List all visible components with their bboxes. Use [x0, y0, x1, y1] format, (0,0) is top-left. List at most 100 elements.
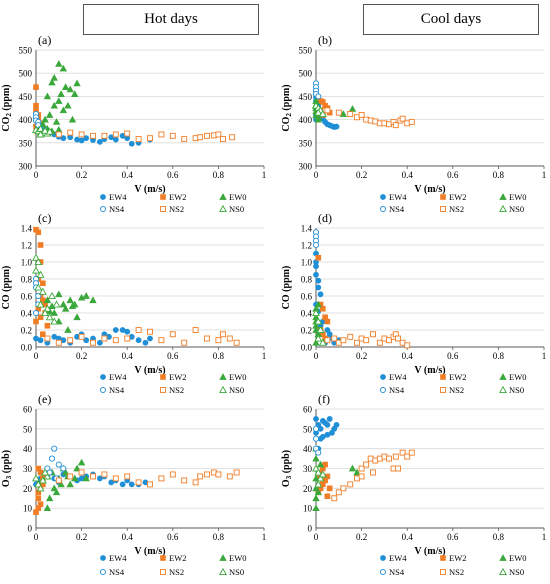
legend-label: EW4: [389, 372, 407, 382]
hot-days-header: Hot days: [83, 4, 259, 35]
data-point: [169, 132, 176, 139]
data-point: [312, 494, 320, 502]
data-point: [55, 131, 62, 138]
chart-panel-b: 300 350 400 450 500 550 0 0.2 0.4 0.6 0.8 1 (b) V (m/…: [281, 33, 546, 195]
data-point: [67, 337, 74, 344]
data-point: [324, 431, 331, 438]
y-tick-label: 300: [299, 162, 313, 172]
legend-marker: [499, 373, 507, 380]
x-tick-label: 0.2: [76, 351, 87, 361]
data-point: [314, 300, 322, 308]
chart-panel-a: 300 350 400 450 500 550 0 0.2 0.4 0.6 0.8 1 (a) V (m/…: [1, 33, 266, 195]
legend-label: NS4: [389, 385, 405, 395]
data-point: [312, 326, 320, 333]
data-point: [50, 101, 58, 109]
data-point: [77, 458, 86, 466]
data-point: [112, 327, 119, 333]
data-point: [82, 292, 90, 299]
series-ns0: [32, 124, 54, 138]
x-axis-label: V (m/s): [414, 546, 445, 557]
data-point: [35, 229, 42, 236]
x-tick-label: 1: [262, 351, 267, 361]
y-tick-label: 0: [28, 524, 33, 534]
legend-label: EW2: [449, 553, 466, 563]
data-point: [197, 473, 204, 480]
series-ns4: [312, 80, 322, 100]
y-tick-label: 1.2: [301, 241, 312, 251]
series-ns0: [32, 468, 52, 492]
data-point: [215, 131, 222, 138]
legend-label: NS0: [229, 385, 244, 395]
data-point: [363, 461, 370, 468]
data-point: [326, 485, 333, 492]
data-point: [333, 123, 340, 130]
x-axis-label: V (m/s): [134, 184, 165, 195]
data-point: [312, 454, 320, 462]
data-point: [78, 137, 85, 144]
legend-marker: [379, 205, 387, 213]
data-point: [204, 471, 210, 478]
data-point: [68, 115, 77, 123]
data-point: [59, 64, 68, 72]
y-tick-label: 450: [299, 92, 313, 102]
x-tick-label: 0: [34, 532, 39, 542]
data-point: [61, 468, 70, 476]
series-ns0: [312, 101, 327, 118]
data-point: [392, 122, 399, 129]
y-tick-label: 400: [19, 115, 33, 125]
data-point: [68, 302, 77, 310]
data-point: [324, 107, 331, 114]
legend-label: NS2: [169, 204, 184, 214]
x-tick-label: 0: [34, 351, 39, 361]
data-point: [50, 317, 59, 325]
data-point: [48, 455, 56, 462]
data-point: [313, 271, 319, 278]
legend-marker: [100, 374, 106, 380]
data-point: [45, 494, 54, 502]
y-tick-label: 30: [23, 464, 33, 474]
data-point: [101, 335, 108, 342]
data-point: [52, 488, 61, 496]
data-point: [158, 475, 165, 482]
x-tick-label: 1: [542, 532, 547, 542]
legend-label: EW0: [229, 372, 246, 382]
data-point: [124, 473, 131, 480]
legend-label: NS4: [109, 385, 125, 395]
x-tick-label: 0.8: [493, 351, 505, 361]
data-point: [32, 266, 40, 274]
legend-marker: [440, 374, 446, 380]
data-point: [78, 469, 85, 476]
y-tick-label: 350: [299, 138, 313, 148]
data-point: [64, 101, 72, 109]
data-point: [147, 328, 153, 335]
y-tick-label: 500: [19, 69, 33, 79]
y-axis-label: CO (ppm): [281, 266, 292, 310]
data-point: [318, 109, 327, 118]
data-point: [404, 342, 411, 349]
data-point: [47, 291, 56, 300]
data-point: [43, 296, 52, 304]
data-point: [399, 449, 406, 456]
data-point: [89, 296, 97, 304]
data-point: [43, 504, 52, 512]
y-axis-label: O3 (ppb): [1, 450, 13, 487]
legend-label: NS4: [109, 567, 125, 577]
legend-label: EW4: [389, 192, 407, 202]
data-point: [73, 79, 81, 87]
legend-label: EW4: [389, 553, 407, 563]
legend-marker: [219, 567, 227, 576]
data-point: [101, 132, 108, 139]
series-ns2: [44, 327, 240, 346]
data-point: [315, 449, 322, 456]
x-tick-label: 1: [542, 170, 547, 180]
data-point: [315, 284, 322, 291]
y-tick-label: 0.8: [21, 275, 33, 285]
legend-label: EW4: [109, 553, 127, 563]
data-point: [324, 421, 331, 428]
data-point: [61, 304, 70, 312]
data-point: [324, 318, 331, 325]
data-point: [339, 110, 348, 117]
x-tick-label: 0.2: [76, 532, 87, 542]
data-point: [363, 337, 370, 344]
data-point: [37, 314, 44, 321]
